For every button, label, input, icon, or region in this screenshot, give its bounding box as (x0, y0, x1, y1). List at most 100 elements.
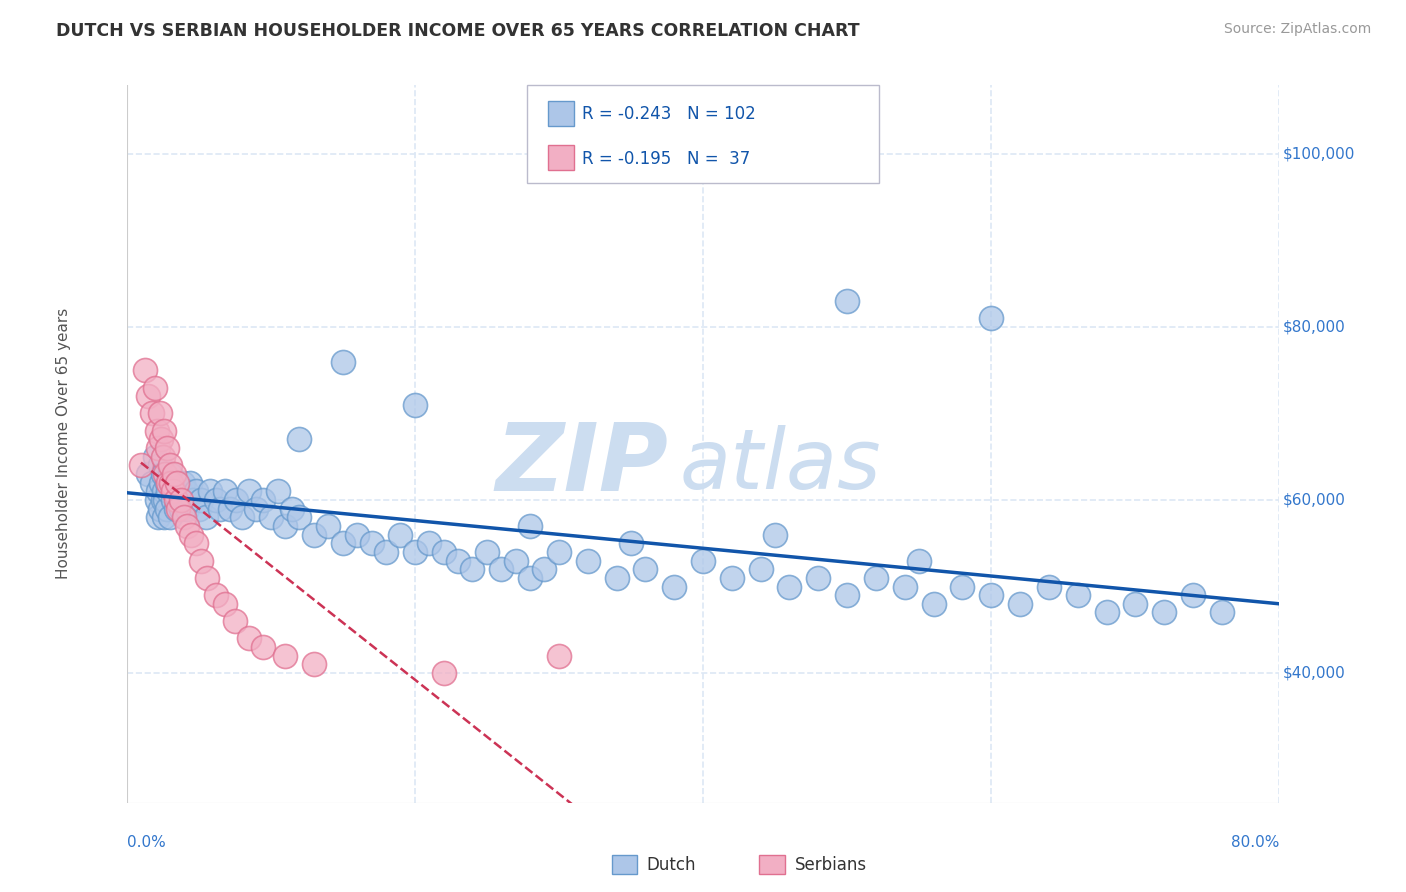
Point (1095, 606, 1118, 620)
Point (173, 510, 195, 524)
Point (950, 580, 973, 594)
Text: Dutch: Dutch (647, 856, 696, 874)
Point (664, 580, 686, 594)
Point (167, 501, 190, 516)
Point (209, 501, 232, 516)
Point (152, 467, 174, 481)
Point (149, 458, 172, 473)
Point (374, 545, 398, 559)
Point (166, 475, 188, 490)
Point (179, 475, 201, 490)
Point (134, 363, 156, 377)
Point (491, 562, 513, 576)
Point (720, 571, 742, 585)
Point (505, 553, 527, 567)
Point (807, 571, 830, 585)
Point (548, 545, 571, 559)
Point (224, 614, 246, 628)
Point (173, 493, 195, 508)
Point (187, 501, 209, 516)
Text: R = -0.243   N = 102: R = -0.243 N = 102 (582, 105, 756, 123)
Point (155, 493, 177, 508)
Point (214, 597, 236, 611)
Text: $40,000: $40,000 (1282, 665, 1346, 681)
Point (576, 553, 599, 567)
Text: DUTCH VS SERBIAN HOUSEHOLDER INCOME OVER 65 YEARS CORRELATION CHART: DUTCH VS SERBIAN HOUSEHOLDER INCOME OVER… (56, 22, 860, 40)
Point (225, 493, 247, 508)
Point (136, 389, 159, 403)
Point (163, 467, 186, 481)
Point (835, 588, 858, 602)
Point (150, 433, 173, 447)
Point (1038, 580, 1060, 594)
Point (302, 527, 325, 541)
Point (922, 597, 945, 611)
Point (461, 562, 484, 576)
Point (141, 475, 163, 490)
Point (238, 484, 260, 499)
Point (318, 519, 340, 533)
Point (148, 510, 170, 524)
Point (1181, 588, 1204, 602)
Point (190, 553, 212, 567)
Point (146, 424, 169, 438)
Point (141, 407, 163, 421)
Point (152, 493, 174, 508)
Point (184, 536, 207, 550)
Point (433, 545, 456, 559)
Point (156, 441, 179, 455)
Point (156, 501, 179, 516)
Point (163, 484, 186, 499)
Point (1153, 606, 1175, 620)
Point (1211, 606, 1233, 620)
Point (620, 536, 643, 550)
Point (170, 493, 193, 508)
Point (634, 562, 657, 576)
Point (779, 580, 801, 594)
Point (205, 588, 228, 602)
Point (159, 458, 181, 473)
Point (980, 588, 1002, 602)
Point (245, 501, 267, 516)
Point (162, 484, 184, 499)
Point (181, 493, 204, 508)
Text: 0.0%: 0.0% (127, 835, 166, 850)
Point (433, 666, 456, 681)
Point (146, 493, 169, 508)
Point (198, 484, 221, 499)
Point (238, 632, 260, 646)
Text: $60,000: $60,000 (1282, 492, 1346, 508)
Point (159, 510, 181, 524)
Point (157, 484, 180, 499)
Text: ZIP: ZIP (495, 419, 668, 511)
Point (167, 493, 190, 508)
Point (136, 467, 159, 481)
Point (155, 467, 177, 481)
Point (153, 484, 176, 499)
Point (763, 527, 786, 541)
Text: 80.0%: 80.0% (1232, 835, 1279, 850)
Point (160, 475, 183, 490)
Point (548, 648, 571, 663)
Point (332, 354, 354, 368)
Point (288, 510, 311, 524)
Point (267, 484, 290, 499)
Point (252, 493, 274, 508)
Point (159, 467, 181, 481)
Point (149, 501, 172, 516)
Point (176, 501, 198, 516)
Text: Serbians: Serbians (794, 856, 866, 874)
Point (274, 648, 297, 663)
Point (129, 458, 152, 473)
Point (475, 545, 498, 559)
Point (519, 571, 541, 585)
Point (1010, 597, 1032, 611)
Text: Source: ZipAtlas.com: Source: ZipAtlas.com (1223, 22, 1371, 37)
Point (165, 493, 187, 508)
Point (184, 484, 207, 499)
Point (194, 510, 217, 524)
Point (160, 475, 183, 490)
Point (169, 484, 191, 499)
Point (157, 475, 180, 490)
Point (180, 527, 202, 541)
